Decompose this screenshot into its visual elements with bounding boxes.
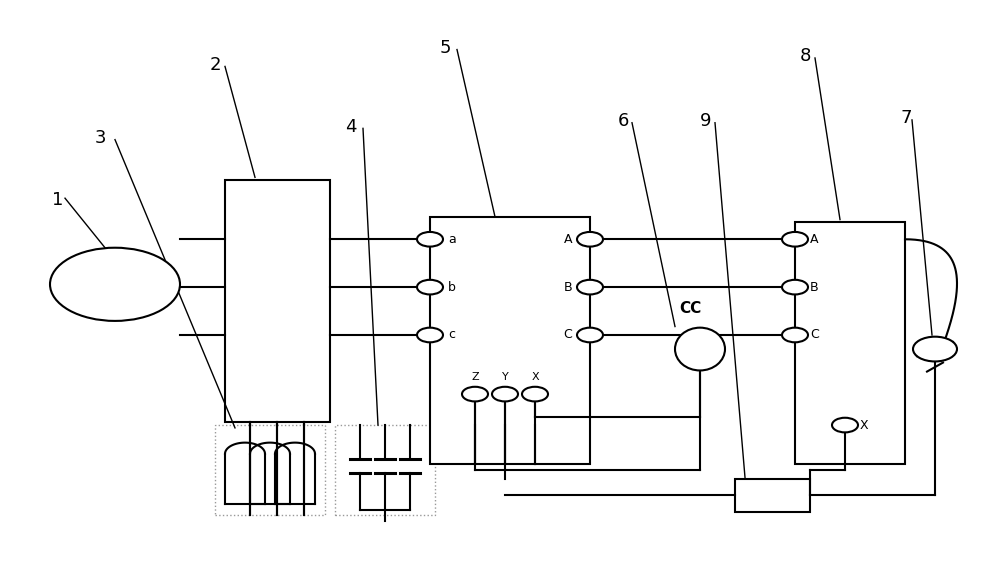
Text: A: A — [810, 233, 818, 246]
Text: 4: 4 — [345, 118, 356, 136]
Circle shape — [913, 337, 957, 361]
Bar — [335, 425, 435, 515]
Circle shape — [782, 328, 808, 342]
Text: C: C — [810, 328, 819, 342]
Text: CC: CC — [679, 301, 701, 316]
Bar — [795, 222, 905, 464]
Text: X: X — [860, 418, 869, 432]
Circle shape — [492, 387, 518, 401]
Circle shape — [832, 418, 858, 432]
Circle shape — [577, 280, 603, 294]
Text: 8: 8 — [800, 47, 811, 65]
Text: 5: 5 — [440, 39, 452, 57]
Circle shape — [417, 328, 443, 342]
Circle shape — [417, 280, 443, 294]
Text: Z: Z — [471, 372, 479, 382]
Text: c: c — [448, 328, 455, 342]
Bar — [735, 479, 810, 512]
Circle shape — [462, 387, 488, 401]
Ellipse shape — [675, 328, 725, 370]
Text: b: b — [448, 280, 456, 294]
Circle shape — [782, 280, 808, 294]
Text: 2: 2 — [210, 56, 222, 74]
Circle shape — [782, 232, 808, 247]
Text: 1: 1 — [52, 191, 63, 209]
Circle shape — [577, 232, 603, 247]
Bar — [215, 425, 325, 515]
Text: 6: 6 — [618, 112, 629, 130]
Text: X: X — [531, 372, 539, 382]
Text: Y: Y — [502, 372, 508, 382]
Text: 9: 9 — [700, 112, 712, 130]
Bar — [225, 180, 330, 422]
Text: B: B — [563, 280, 572, 294]
Text: 7: 7 — [900, 109, 912, 127]
Text: C: C — [563, 328, 572, 342]
Text: 3: 3 — [95, 129, 106, 147]
Text: a: a — [448, 233, 456, 246]
Circle shape — [50, 248, 180, 321]
Text: A: A — [564, 233, 572, 246]
Text: B: B — [810, 280, 819, 294]
Circle shape — [522, 387, 548, 401]
Bar — [430, 217, 590, 464]
Circle shape — [577, 328, 603, 342]
Circle shape — [417, 232, 443, 247]
